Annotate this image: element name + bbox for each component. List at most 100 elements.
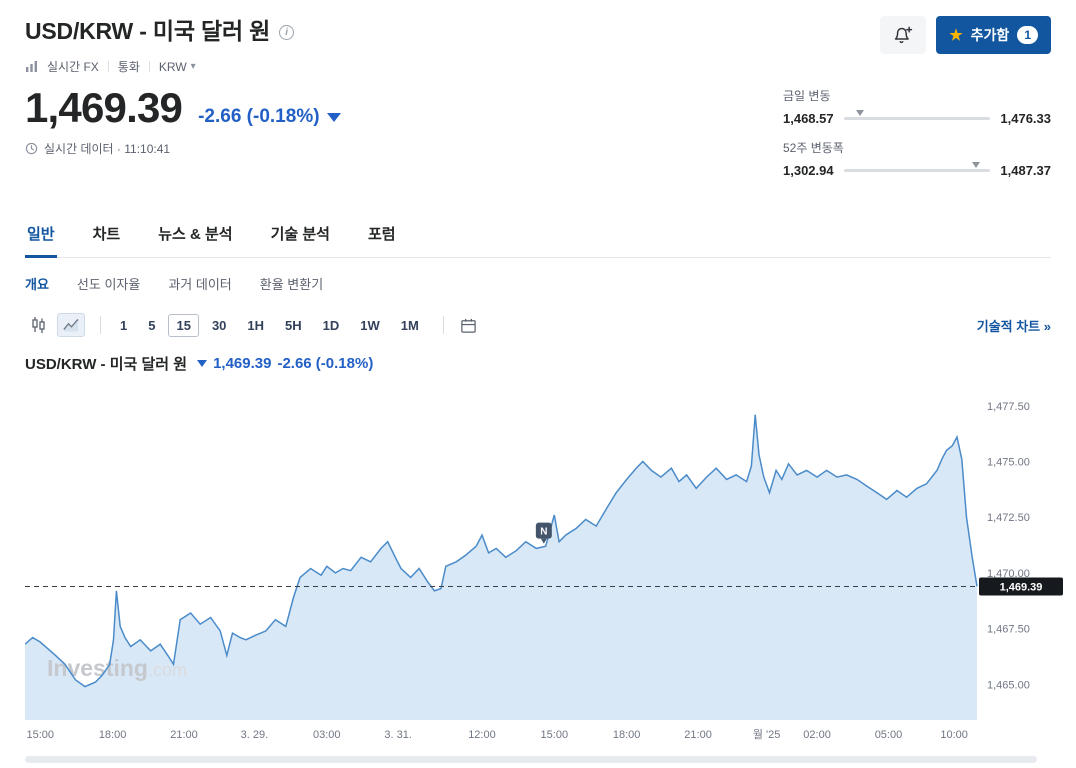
quote-section: 1,469.39 -2.66 (-0.18%) 실시간 데이터 · 11:10:… bbox=[25, 85, 1051, 191]
chevron-down-icon: ▾ bbox=[190, 61, 196, 72]
currency-selector-label: KRW bbox=[158, 59, 187, 74]
x-axis-label: 15:00 bbox=[541, 729, 569, 741]
chart-toolbar: 1 5 15 30 1H 5H 1D 1W 1M 기술적 차트 » bbox=[25, 313, 1051, 337]
clock-icon bbox=[25, 142, 38, 155]
x-axis-label: 05:00 bbox=[875, 729, 903, 741]
tab-forum[interactable]: 포럼 bbox=[367, 226, 396, 243]
interval-group: 1 5 15 30 1H 5H 1D 1W 1M bbox=[112, 313, 432, 337]
chart-quote: 1,469.39 -2.66 (-0.18%) bbox=[197, 355, 373, 372]
subtab-currency-converter[interactable]: 환율 변환기 bbox=[259, 277, 324, 292]
interval-5[interactable]: 5 bbox=[148, 317, 156, 333]
x-axis-label: 월 '25 bbox=[753, 728, 781, 741]
y-axis-label: 1,475.00 bbox=[987, 457, 1030, 469]
news-marker[interactable] bbox=[535, 522, 552, 539]
interval-1[interactable]: 1 bbox=[120, 317, 128, 333]
x-axis-label: 18:00 bbox=[99, 729, 127, 741]
bell-plus-icon bbox=[895, 26, 913, 44]
x-axis-label: 03:00 bbox=[313, 729, 341, 741]
x-axis-label: 10:00 bbox=[940, 729, 968, 741]
market-bars-icon bbox=[26, 61, 37, 72]
realtime-label: 실시간 데이터 · 11:10:41 bbox=[44, 142, 171, 156]
arrow-down-icon bbox=[326, 112, 341, 122]
breadcrumb-type[interactable]: 통화 bbox=[117, 60, 140, 74]
x-axis-label: 15:00 bbox=[26, 729, 54, 741]
interval-1m[interactable]: 1M bbox=[400, 317, 419, 333]
technical-chart-link[interactable]: 기술적 차트 » bbox=[976, 318, 1051, 334]
x-axis-label: 3. 29. bbox=[241, 729, 269, 741]
line-chart-button[interactable] bbox=[57, 313, 85, 337]
chart-price: 1,469.39 bbox=[213, 355, 272, 372]
chart-scrollbar[interactable] bbox=[25, 756, 1037, 763]
y-axis-label: 1,477.50 bbox=[987, 401, 1030, 413]
watchlist-added-button[interactable]: ★ 추가함 1 bbox=[936, 16, 1051, 54]
subtab-forward-rates[interactable]: 선도 이자율 bbox=[76, 277, 141, 292]
current-price-tag-label: 1,469.39 bbox=[1000, 582, 1043, 594]
main-tabs: 일반 차트 뉴스 & 분석 기술 분석 포럼 bbox=[25, 215, 1051, 258]
watchlist-count-badge: 1 bbox=[1017, 26, 1038, 44]
subtab-historical-data[interactable]: 과거 데이터 bbox=[168, 277, 232, 292]
y-axis-label: 1,472.50 bbox=[987, 512, 1030, 524]
interval-5h[interactable]: 5H bbox=[285, 317, 302, 333]
week52-range-high: 1,487.37 bbox=[1000, 163, 1051, 178]
line-chart-icon bbox=[63, 319, 79, 332]
daily-range-low: 1,468.57 bbox=[783, 111, 834, 126]
watchlist-button-label: 추가함 bbox=[970, 27, 1010, 43]
interval-1h[interactable]: 1H bbox=[247, 317, 265, 333]
x-axis-label: 12:00 bbox=[468, 729, 496, 741]
tab-news-analysis[interactable]: 뉴스 & 분석 bbox=[158, 226, 233, 243]
toolbar-separator bbox=[442, 316, 444, 334]
x-axis-label: 21:00 bbox=[170, 729, 198, 741]
daily-range-high: 1,476.33 bbox=[1000, 111, 1051, 126]
chart-price-line bbox=[25, 414, 978, 688]
sub-tabs: 개요 선도 이자율 과거 데이터 환율 변환기 bbox=[25, 274, 1051, 293]
week52-range-label: 52주 변동폭 bbox=[783, 141, 844, 155]
page-title: USD/KRW - 미국 달러 원 bbox=[25, 18, 271, 44]
interval-30[interactable]: 30 bbox=[211, 317, 227, 333]
subtab-overview[interactable]: 개요 bbox=[25, 277, 49, 292]
breadcrumb-separator bbox=[148, 61, 150, 72]
interval-1w[interactable]: 1W bbox=[360, 317, 380, 333]
x-axis-label: 3. 31. bbox=[384, 729, 412, 741]
chart-change: -2.66 (-0.18%) bbox=[277, 355, 374, 372]
y-axis-label: 1,470.00 bbox=[987, 568, 1030, 580]
daily-range: 금일 변동 1,468.57 1,476.33 bbox=[783, 87, 1051, 126]
news-marker-pointer bbox=[540, 538, 547, 544]
daily-range-label: 금일 변동 bbox=[783, 89, 831, 103]
current-price: 1,469.39 bbox=[25, 84, 183, 131]
interval-15[interactable]: 15 bbox=[168, 313, 199, 337]
currency-selector[interactable]: KRW ▾ bbox=[159, 60, 196, 74]
week52-range-track bbox=[843, 162, 991, 172]
date-range-button[interactable] bbox=[455, 313, 483, 337]
daily-range-track bbox=[843, 110, 991, 120]
week52-range-low: 1,302.94 bbox=[783, 163, 834, 178]
x-axis-label: 18:00 bbox=[613, 729, 641, 741]
price-chart[interactable]: Investing.com 1,465.00 1,467.50 1,470.00 1,4… bbox=[25, 380, 1065, 752]
toolbar-separator bbox=[100, 316, 101, 334]
price-alert-button[interactable] bbox=[880, 16, 927, 54]
tab-chart[interactable]: 차트 bbox=[92, 226, 121, 243]
calendar-icon bbox=[461, 318, 477, 333]
candlestick-chart-button[interactable] bbox=[25, 313, 53, 337]
y-axis-label: 1,467.50 bbox=[987, 624, 1030, 636]
chart-header: USD/KRW - 미국 달러 원 1,469.39 -2.66 (-0.18%… bbox=[25, 353, 1051, 374]
price-change: -2.66 (-0.18%) bbox=[198, 106, 341, 128]
price-change-value: -2.66 (-0.18%) bbox=[198, 106, 320, 127]
tab-technical[interactable]: 기술 분석 bbox=[270, 226, 330, 243]
x-axis-label: 02:00 bbox=[803, 729, 831, 741]
chart-area-fill bbox=[25, 414, 977, 720]
news-marker-label: N bbox=[540, 527, 547, 538]
chart-title: USD/KRW - 미국 달러 원 bbox=[25, 356, 188, 373]
current-price-tag bbox=[979, 577, 1063, 596]
week52-range-marker bbox=[971, 162, 980, 168]
breadcrumb-market: 실시간 FX bbox=[47, 60, 99, 74]
x-axis-label: 21:00 bbox=[684, 729, 712, 741]
info-icon[interactable]: i bbox=[279, 24, 295, 40]
week52-range: 52주 변동폭 1,302.94 1,487.37 bbox=[783, 139, 1051, 178]
interval-1d[interactable]: 1D bbox=[322, 317, 340, 333]
star-icon: ★ bbox=[949, 26, 963, 44]
y-axis-label: 1,465.00 bbox=[987, 679, 1030, 691]
header-actions: ★ 추가함 1 bbox=[880, 16, 1051, 54]
tab-general[interactable]: 일반 bbox=[25, 215, 57, 258]
range-group: 금일 변동 1,468.57 1,476.33 52주 변동폭 1,302.94 bbox=[783, 87, 1051, 191]
